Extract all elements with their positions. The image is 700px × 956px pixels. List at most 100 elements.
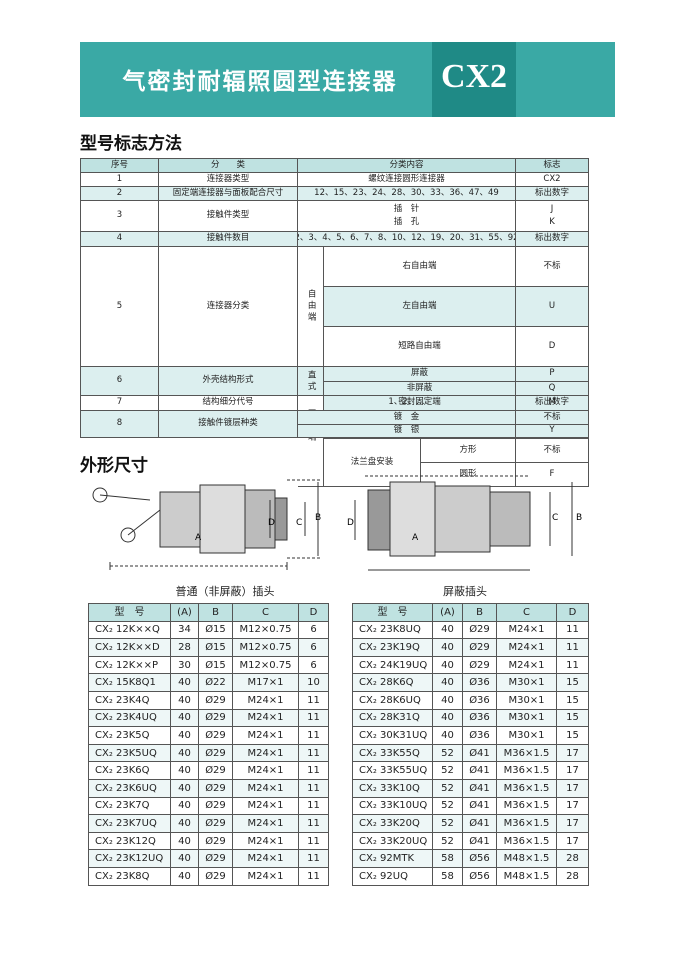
table-cell: 11 — [299, 727, 329, 745]
caption: 普通（非屏蔽）插头 — [175, 585, 275, 598]
header-cell: (A) — [433, 604, 463, 622]
table-cell: M24×1 — [233, 868, 299, 886]
header-cell: 型 号 — [353, 604, 433, 622]
table-cell: Ø29 — [199, 850, 233, 868]
table-cell: 40 — [433, 692, 463, 710]
table-cell: 11 — [299, 815, 329, 833]
banner-title: 气密封耐辐照圆型连接器 — [122, 69, 398, 95]
table-cell: 连接器类型 — [159, 173, 298, 187]
table-cell: 17 — [557, 832, 589, 851]
header-cell: C — [497, 604, 557, 622]
table-cell: 40 — [171, 744, 199, 763]
table-cell: 17 — [557, 815, 589, 833]
table-cell: CX₂ 33K20Q — [353, 815, 433, 833]
table-cell: M24×1 — [233, 762, 299, 780]
table-cell: M24×1 — [233, 692, 299, 710]
table-cell: M24×1 — [233, 832, 299, 851]
table-cell: CX₂ 23K6UQ — [89, 780, 171, 798]
caption: 屏蔽插头 — [443, 585, 487, 598]
dimension-label: D — [268, 518, 275, 528]
table-cell: Ø15 — [199, 639, 233, 657]
table-cell: CX₂ 92UQ — [353, 868, 433, 886]
table-cell: 标出数字 — [516, 187, 589, 201]
code-box — [432, 42, 516, 117]
table-cell: 螺纹连接圆形连接器 — [298, 173, 516, 187]
table-cell: Ø56 — [463, 868, 497, 886]
dimension-table: 型 号 (A) B C D CX₂ 23K8UQ 40 Ø29 M24×1 11 CX₂ 23K19… — [352, 603, 589, 886]
table-cell: CX₂ 24K19UQ — [353, 656, 433, 675]
table-cell: 11 — [557, 621, 589, 640]
table-cell: 52 — [433, 815, 463, 833]
table-cell: CX₂ 23K4UQ — [89, 709, 171, 728]
dimension-label: C — [296, 518, 302, 528]
dimension-label: A — [195, 533, 202, 543]
table-cell: 11 — [299, 797, 329, 816]
table-cell: Ø29 — [463, 639, 497, 657]
table-cell: 11 — [557, 656, 589, 675]
table-cell: 52 — [433, 797, 463, 816]
table-cell: M48×1.5 — [497, 868, 557, 886]
table-cell: 40 — [433, 656, 463, 675]
table-cell: 11 — [299, 762, 329, 780]
table-cell: Q — [516, 381, 589, 396]
table-cell: CX₂ 23K12Q — [89, 832, 171, 851]
table-cell: 连接器分类 — [159, 247, 298, 367]
table-cell: Ø29 — [199, 762, 233, 780]
table-cell: 11 — [299, 780, 329, 798]
header-cell: 型 号 — [89, 604, 171, 622]
table-cell: 40 — [171, 797, 199, 816]
table-cell: Y — [516, 424, 589, 438]
code: CX2 — [440, 58, 508, 95]
banner — [80, 42, 615, 117]
table-cell: M30×1 — [497, 727, 557, 745]
table-cell: 标出数字 — [516, 232, 589, 247]
table-cell: CX₂ 30K31UQ — [353, 727, 433, 745]
table-cell: 28 — [557, 850, 589, 868]
table-cell: P — [516, 367, 589, 382]
table-cell: CX₂ 92MTK — [353, 850, 433, 868]
table-cell: 52 — [433, 744, 463, 763]
table-cell: CX₂ 28K6Q — [353, 674, 433, 692]
table-cell: 方形 — [421, 439, 516, 463]
table-cell: Ø41 — [463, 780, 497, 798]
table-cell: 40 — [171, 832, 199, 851]
table-cell: 左自由端 — [324, 287, 516, 327]
table-cell: 52 — [433, 762, 463, 780]
table-cell: 插 针插 孔 — [298, 201, 516, 232]
table-cell: 52 — [433, 780, 463, 798]
table-cell: 镀 金 — [298, 411, 516, 425]
table-cell: 3 — [81, 201, 159, 232]
table-cell: Ø29 — [199, 727, 233, 745]
header-cell: 分 类 — [159, 159, 298, 173]
dimension-label: C — [552, 513, 558, 523]
table-cell: 7 — [81, 396, 159, 411]
table-cell: 10 — [299, 674, 329, 692]
table-cell: Ø29 — [199, 868, 233, 886]
table-cell: Ø29 — [199, 815, 233, 833]
table-cell: Ø15 — [199, 656, 233, 675]
table-cell: 11 — [299, 692, 329, 710]
table-cell: 不标 — [516, 411, 589, 425]
table-cell: M24×1 — [233, 780, 299, 798]
table-cell: 8 — [81, 411, 159, 438]
table-cell: 11 — [557, 639, 589, 657]
table-cell: M12×0.75 — [233, 621, 299, 640]
table-cell: 28 — [557, 868, 589, 886]
dimension-label: A — [412, 533, 419, 543]
table-cell: Ø41 — [463, 762, 497, 780]
table-cell: 40 — [433, 639, 463, 657]
table-cell: 40 — [171, 762, 199, 780]
table-cell: M12×0.75 — [233, 656, 299, 675]
section-heading: 型号标志方法 — [80, 134, 182, 154]
table-cell: 40 — [171, 850, 199, 868]
table-cell: 40 — [433, 621, 463, 640]
table-cell: CX₂ 12K××D — [89, 639, 171, 657]
header-cell: (A) — [171, 604, 199, 622]
table-cell: 40 — [171, 815, 199, 833]
table-cell: CX₂ 33K10UQ — [353, 797, 433, 816]
table-cell: 11 — [299, 744, 329, 763]
table-cell: CX₂ 12K××P — [89, 656, 171, 675]
table-cell: 40 — [433, 674, 463, 692]
